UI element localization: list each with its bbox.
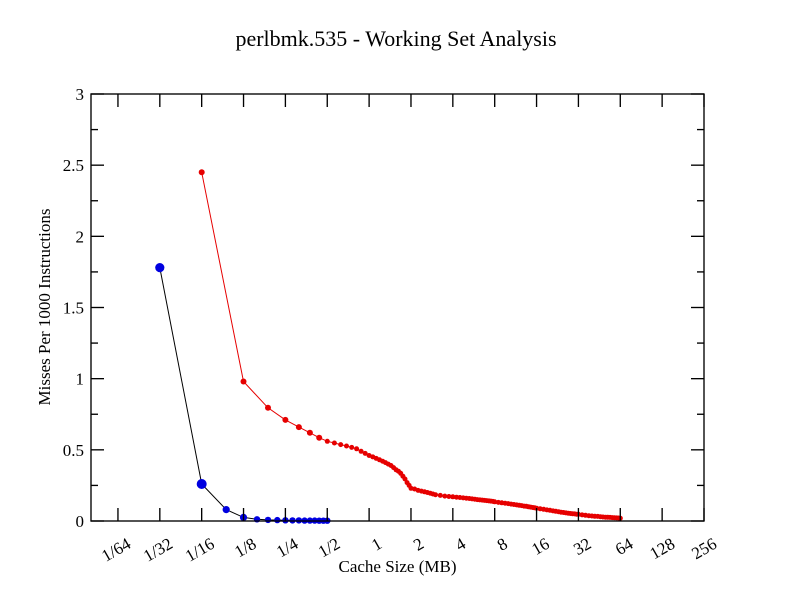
y-tick-label: 1.5 [63, 299, 84, 318]
x-tick-label: 1/32 [140, 534, 176, 566]
x-tick-label: 8 [494, 534, 511, 555]
red-series-marker [306, 429, 313, 436]
red-series-marker [358, 448, 364, 454]
chart-title: perlbmk.535 - Working Set Analysis [235, 26, 557, 51]
red-series-marker [446, 494, 452, 499]
red-series-marker [433, 492, 438, 498]
x-tick-label: 1/4 [273, 534, 302, 562]
y-tick-label: 0.5 [63, 441, 84, 460]
y-tick-label: 2 [76, 227, 85, 246]
x-tick-label: 1/8 [231, 534, 259, 561]
plot-frame [90, 93, 705, 522]
y-tick-label: 2.5 [63, 156, 84, 175]
x-tick-label: 2 [410, 534, 427, 555]
red-series-marker [198, 169, 205, 176]
x-tick-label: 128 [647, 534, 679, 563]
red-series-marker [354, 446, 360, 452]
x-tick-label: 1/2 [315, 534, 343, 561]
red-series-marker [338, 442, 344, 448]
x-tick-label: 64 [612, 534, 637, 559]
x-tick-label: 32 [570, 534, 594, 559]
blue-series-marker [274, 516, 281, 524]
red-series-marker [492, 499, 498, 505]
red-series-marker [316, 434, 323, 441]
red-series-marker [282, 416, 289, 423]
red-series-marker [437, 492, 443, 498]
blue-series-marker [222, 506, 230, 514]
blue-series-marker [155, 263, 165, 273]
x-tick-label: 256 [688, 534, 720, 563]
red-series-marker [450, 494, 456, 500]
blue-series-marker [264, 516, 272, 524]
red-series-marker [240, 378, 247, 385]
x-axis-label: Cache Size (MB) [338, 557, 457, 576]
red-series-marker [442, 493, 448, 499]
y-tick-label: 3 [76, 85, 85, 104]
x-tick-label: 1/16 [182, 534, 218, 566]
red-series-marker [324, 438, 330, 444]
x-tick-label: 1 [368, 534, 385, 555]
blue-series-marker [196, 479, 207, 489]
x-tick-label: 1/64 [98, 534, 134, 566]
red-series-marker [344, 443, 349, 449]
red-series-marker [349, 444, 355, 450]
red-series-marker [331, 440, 337, 446]
red-series-marker [295, 424, 302, 431]
red-series-line [201, 172, 621, 519]
y-tick-label: 1 [76, 370, 85, 389]
red-series-marker [362, 450, 368, 456]
y-tick-label: 0 [76, 512, 85, 531]
red-series-marker [265, 404, 271, 411]
x-tick-label: 4 [452, 534, 469, 555]
x-tick-label: 16 [528, 534, 552, 559]
blue-series-line [159, 267, 328, 522]
